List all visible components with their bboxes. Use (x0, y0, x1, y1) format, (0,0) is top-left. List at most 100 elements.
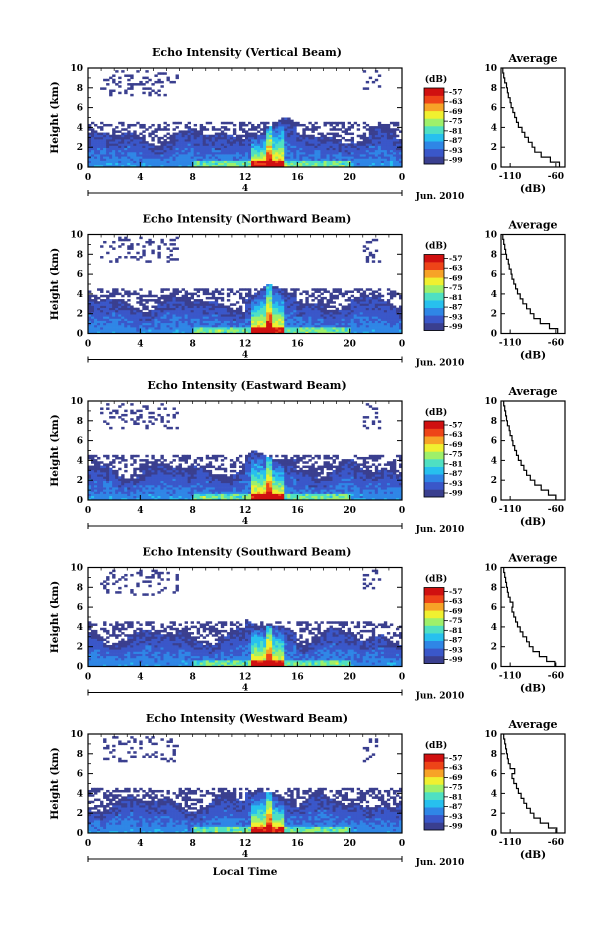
heatmap-cell (157, 308, 160, 311)
heatmap-cell (215, 145, 218, 148)
heatmap-cell (185, 308, 188, 311)
heatmap-cell (296, 143, 299, 146)
heatmap-cell (142, 476, 145, 479)
heatmap-cell (157, 306, 160, 309)
heatmap-cell (305, 301, 308, 304)
heatmap-cell (384, 154, 387, 157)
heatmap-cell (290, 122, 293, 125)
heatmap-cell (263, 325, 266, 328)
heatmap-cell (381, 158, 384, 161)
heatmap-cell (363, 306, 366, 309)
heatmap-cell (230, 122, 233, 125)
heatmap-cell (360, 158, 363, 161)
heatmap-cell (236, 308, 239, 311)
heatmap-cell (100, 478, 103, 481)
heatmap-cell (209, 478, 212, 481)
heatmap-cell (109, 483, 112, 486)
heatmap-cell (293, 124, 296, 127)
heatmap-cell (248, 143, 251, 146)
heatmap-cell (305, 154, 308, 157)
heatmap-cell (100, 128, 103, 131)
heatmap-cell (245, 163, 248, 166)
heatmap-cell (127, 245, 130, 248)
heatmap-cell (236, 163, 239, 166)
heatmap-cell (209, 137, 212, 140)
heatmap-cell (384, 158, 387, 161)
heatmap-cell (242, 297, 245, 300)
heatmap-cell (239, 135, 242, 138)
heatmap-cell (284, 299, 287, 302)
heatmap-cell (284, 158, 287, 161)
heatmap-cell (139, 156, 142, 159)
heatmap-cell (127, 487, 130, 490)
heatmap-cell (233, 323, 236, 326)
heatmap-cell (363, 297, 366, 300)
profile-y-tick-label: 6 (491, 270, 497, 280)
heatmap-cell (314, 139, 317, 142)
heatmap-cell (372, 323, 375, 326)
heatmap-cell (145, 459, 148, 462)
heatmap-cell (209, 154, 212, 157)
heatmap-cell (236, 161, 239, 164)
heatmap-cell (200, 301, 203, 304)
heatmap-cell (357, 145, 360, 148)
heatmap-cell (115, 325, 118, 328)
heatmap-cell (248, 152, 251, 155)
heatmap-cell (136, 83, 139, 86)
heatmap-cell (209, 487, 212, 490)
heatmap-cell (203, 489, 206, 492)
heatmap-cell (133, 412, 136, 415)
heatmap-cell (130, 318, 133, 321)
heatmap-cell (163, 470, 166, 473)
heatmap-cell (390, 139, 393, 142)
heatmap-cell (112, 163, 115, 166)
heatmap-cell (170, 295, 173, 298)
heatmap-cell (182, 474, 185, 477)
heatmap-cell (203, 496, 206, 499)
heatmap-cell (236, 156, 239, 159)
heatmap-cell (384, 306, 387, 309)
heatmap-cell (118, 256, 121, 259)
heatmap-cell (224, 306, 227, 309)
heatmap-cell (314, 306, 317, 309)
heatmap-cell (320, 137, 323, 140)
heatmap-cell (387, 306, 390, 309)
heatmap-cell (390, 327, 393, 330)
heatmap-cell (275, 327, 278, 330)
heatmap-cell (197, 478, 200, 481)
heatmap-cell (245, 141, 248, 144)
heatmap-cell (97, 476, 100, 479)
heatmap-cell (333, 145, 336, 148)
heatmap-cell (160, 152, 163, 155)
heatmap-cell (154, 418, 157, 421)
heatmap-cell (227, 148, 230, 151)
heatmap-cell (375, 137, 378, 140)
heatmap-cell (215, 478, 218, 481)
heatmap-cell (272, 288, 275, 291)
heatmap-cell (112, 316, 115, 319)
heatmap-cell (372, 148, 375, 151)
heatmap-cell (188, 139, 191, 142)
heatmap-cell (203, 494, 206, 497)
heatmap-cell (209, 135, 212, 138)
heatmap-cell (236, 314, 239, 317)
heatmap-cell (160, 327, 163, 330)
heatmap-cell (242, 148, 245, 151)
heatmap-cell (233, 161, 236, 164)
heatmap-cell (182, 470, 185, 473)
heatmap-cell (100, 126, 103, 129)
heatmap-cell (197, 306, 200, 309)
heatmap-cell (100, 487, 103, 490)
heatmap-cell (320, 288, 323, 291)
heatmap-cell (124, 158, 127, 161)
heatmap-cell (139, 299, 142, 302)
heatmap-cell (212, 316, 215, 319)
heatmap-cell (254, 323, 257, 326)
heatmap-cell (124, 141, 127, 144)
heatmap-cell (290, 161, 293, 164)
heatmap-cell (206, 290, 209, 293)
heatmap-cell (278, 130, 281, 133)
heatmap-cell (218, 321, 221, 324)
heatmap-cell (378, 154, 381, 157)
heatmap-cell (342, 124, 345, 127)
